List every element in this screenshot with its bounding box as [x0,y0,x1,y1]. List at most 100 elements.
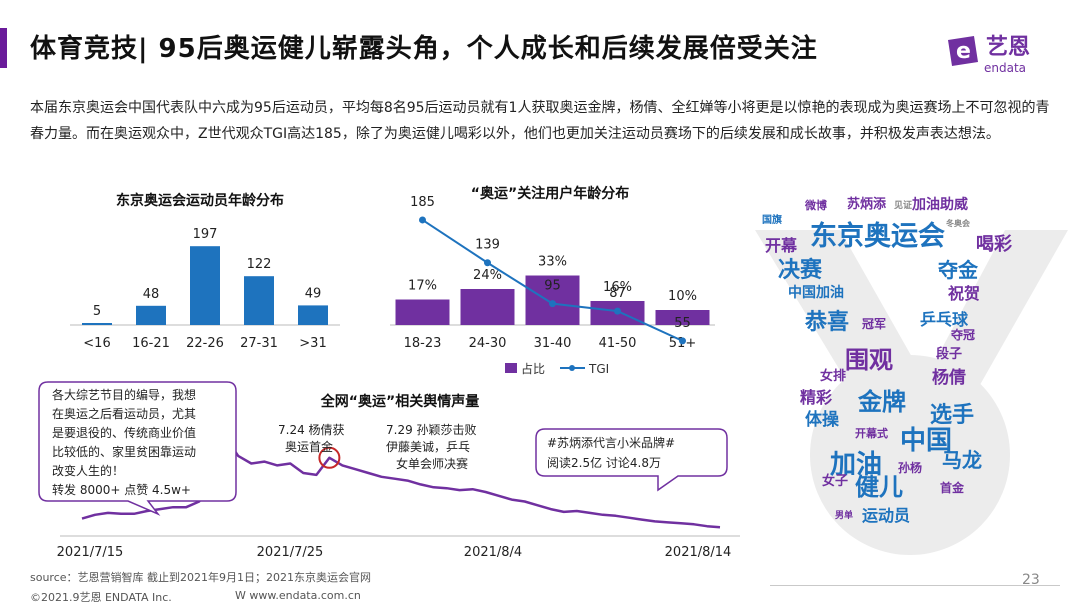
cloud-word: 中国 [900,426,953,456]
tick-label: 2021/7/15 [57,545,124,560]
cloud-word: 东京奥运会 [810,221,945,252]
tgi-point [549,300,556,308]
bar [395,299,450,325]
cloud-word: 加油助威 [912,197,968,213]
svg-text:各大综艺节目的编导，我想 在奥运之后看运动员，尤: 各大综艺节目的编导，我想 在奥运之后看运动员，尤其 是要退役的、传统商业价值 比… [52,387,200,497]
cloud-word: 围观 [845,346,893,374]
logo-text: 艺恩 [986,34,1030,60]
callout-left: 各大综艺节目的编导，我想 在奥运之后看运动员，尤其 是要退役的、传统商业价值 比… [38,381,237,516]
cloud-word: 加油 [830,450,883,480]
cloud-word: 女排 [820,369,847,384]
tick-label: >31 [299,336,326,351]
callout-line: 各大综艺节目的编导，我想 [52,387,196,402]
tgi-label: 185 [410,195,435,210]
cloud-word: 杨倩 [932,368,966,388]
cloud-word: 决赛 [778,258,823,283]
intro-paragraph: 本届东京奥运会中国代表队中六成为95后运动员，平均每8名95后运动员就有1人获取… [30,100,1050,142]
cloud-word: 喝彩 [976,234,1012,255]
tick-label: 31-40 [534,336,572,351]
tgi-label: 55 [674,316,691,331]
cloud-word: 金牌 [858,388,906,416]
tick-label: 24-30 [469,336,507,351]
cloud-word: 女子 [822,474,849,489]
cloud-word: 首金 [940,481,965,495]
data-label: 10% [668,289,697,304]
callout-line: 转发 8000+ 点赞 4.5w+ [52,482,191,497]
tgi-label: 87 [609,286,626,301]
tick-label: 2021/8/14 [665,545,732,560]
logo-mark-letter: e [956,39,971,64]
chart-title: “奥运”关注用户年龄分布 [471,185,629,202]
tgi-point [484,259,491,267]
legend-line-marker [569,365,575,371]
cloud-word: 恭喜 [805,310,850,335]
medal-shape-icon [755,230,1068,555]
cloud-word: 马龙 [942,448,982,472]
website: W www.endata.com.cn [235,589,361,602]
cloud-word: 选手 [930,403,975,428]
legend: 占比 TGI [505,361,609,376]
tick-label: 41-50 [599,336,637,351]
highlight-circle [318,446,341,469]
athlete-age-chart: 东京奥运会运动员年龄分布 5 <16 48 16-21 197 22-26 122 27-31… [70,192,340,351]
user-age-chart: “奥运”关注用户年龄分布 17% 18-23 24% 24-30 33% 31-40 16%… [390,185,715,376]
data-label: 5 [93,304,101,319]
cloud-word: 运动员 [862,506,911,525]
data-label: 17% [408,279,437,294]
cloud-word: 健儿 [855,473,903,501]
bar [82,323,112,325]
callout-bubble [38,381,237,516]
page-number: 23 [1022,572,1040,588]
data-label: 197 [193,227,218,242]
bar [298,305,328,325]
legend-label: TGI [588,362,609,376]
tick-label: 2021/8/4 [464,545,522,560]
tick-label: 27-31 [240,336,278,351]
tgi-label: 139 [475,238,500,253]
tgi-point [614,307,621,315]
footer-divider [770,585,1060,586]
callout-line: 阅读2.5亿 讨论4.8万 [547,455,661,470]
cloud-word: 国旗 [762,215,782,226]
cloud-word: 段子 [936,347,963,362]
cloud-word: 祝贺 [948,284,981,303]
callout-line: #苏炳添代言小米品牌# [547,436,675,450]
cloud-word: 开幕式 [855,427,888,440]
title-accent-bar [0,28,7,68]
cloud-word: 冠军 [862,317,887,331]
chart-title: 东京奥运会运动员年龄分布 [116,192,284,209]
word-cloud: 微博 苏炳添 见证 加油助威 国旗 东京奥运会 冬奥会 开幕 喝彩 决赛 夺金 中国加油 祝贺 恭喜 乒乓球… [750,190,1070,560]
callout-line: 比较低的、家里贫困靠运动 [52,444,196,459]
source-note: source：艺恩营销智库 截止到2021年9月1日；2021东京奥运会官网 [30,571,372,584]
cloud-word: 体操 [805,410,839,430]
bar [460,289,515,325]
cloud-word: 开幕 [765,236,798,255]
cloud-word: 中国加油 [788,285,844,301]
cloud-word: 微博 [805,199,827,212]
tgi-point [419,216,426,224]
callout-line: 在奥运之后看运动员，尤其 [52,407,196,421]
logo-subtext: endata [984,61,1026,75]
callout-right: #苏炳添代言小米品牌# 阅读2.5亿 讨论4.8万 [535,428,728,492]
page-title: 体育竞技| 95后奥运健儿崭露头角，个人成长和后续发展倍受关注 [30,34,818,64]
cloud-word: 乒乓球 [920,310,969,329]
legend-label: 占比 [521,361,545,376]
volume-chart: 全网“奥运”相关舆情声量 2021/7/15 2021/7/25 2021/8/4 2… [38,381,740,560]
cloud-word: 夺金 [938,258,978,282]
bar [244,276,274,325]
cloud-word: 苏炳添 [847,197,887,212]
annotation-sunyingsha: 7.29 孙颖莎击败 伊藤美诚，乒乓 女单会师决赛 [386,422,480,471]
tick-label: 16-21 [132,336,170,351]
cloud-word: 孙杨 [898,461,923,475]
volume-line [81,435,721,529]
cloud-word: 男单 [835,511,854,521]
data-label: 122 [247,257,272,272]
data-label: 48 [143,287,160,302]
cloud-word: 夺冠 [951,328,976,342]
svg-text:#苏炳添代言小米品牌# 阅读2.5亿 讨论4.: #苏炳添代言小米品牌# 阅读2.5亿 讨论4.8万 [547,436,679,470]
bar [190,246,220,325]
data-label: 24% [473,268,502,283]
data-label: 49 [305,286,322,301]
tgi-label: 95 [544,279,561,294]
tick-label: 18-23 [404,336,442,351]
